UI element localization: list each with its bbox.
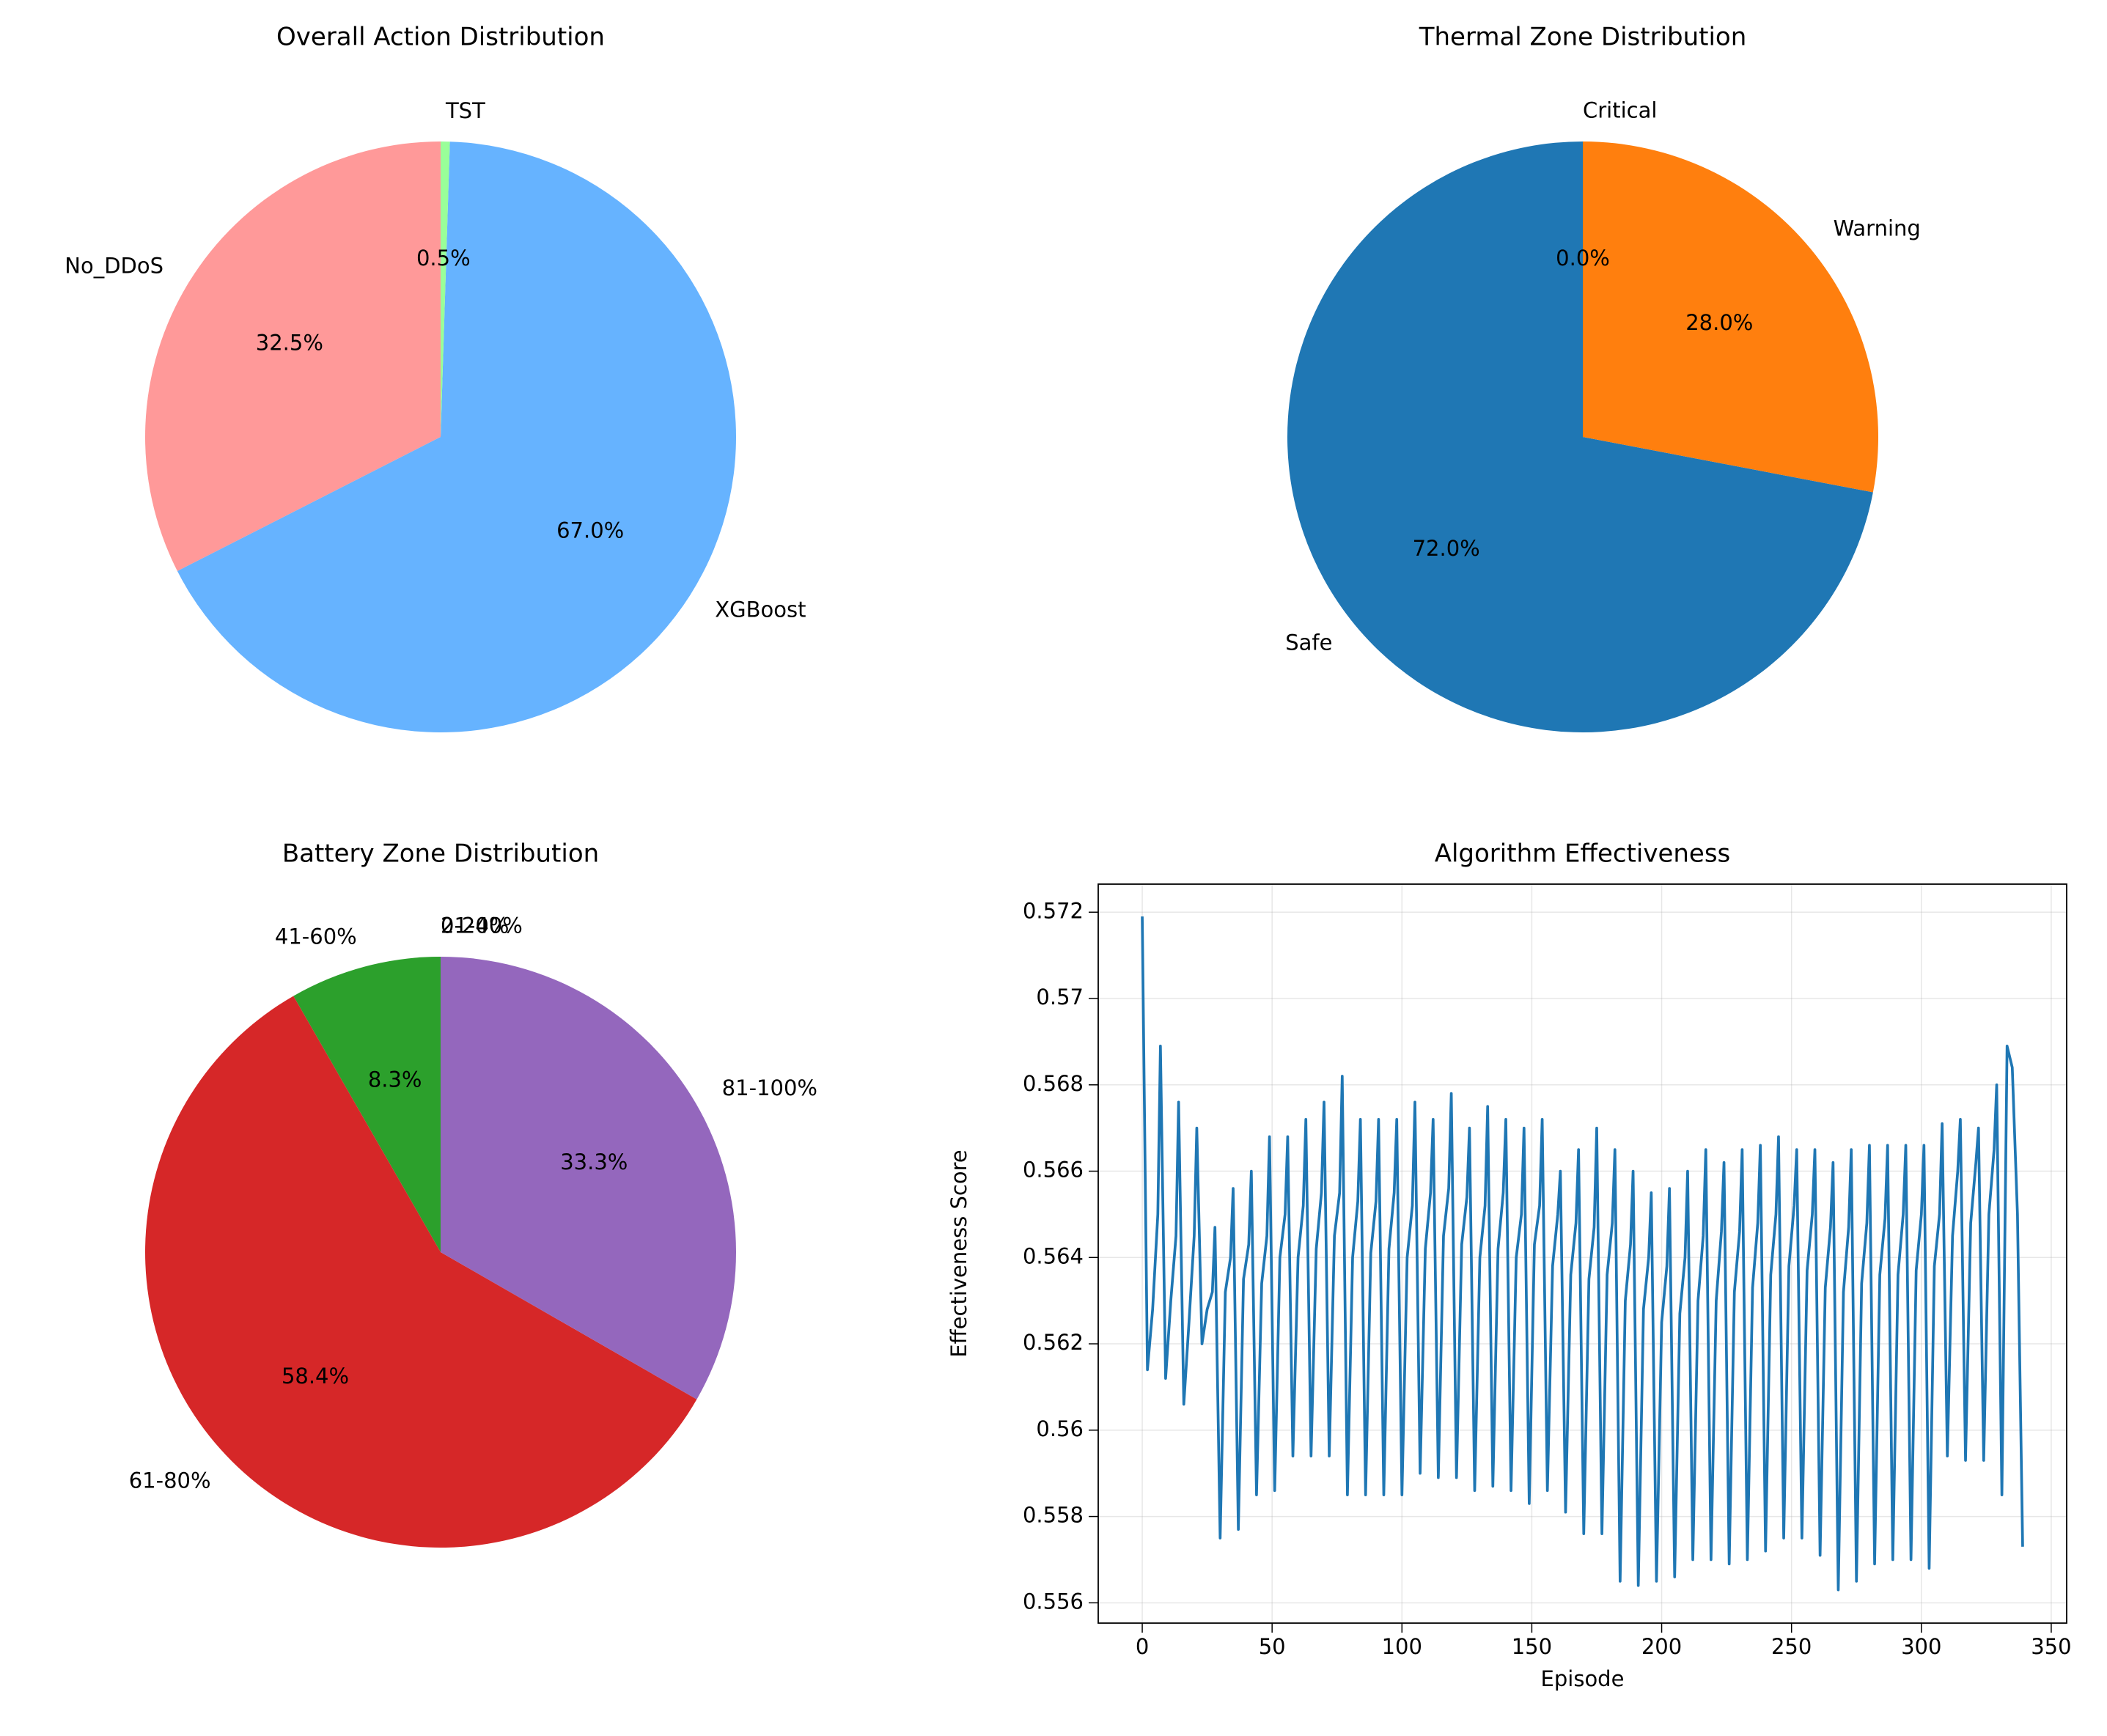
slice-label: 0-20%: [441, 913, 509, 938]
slice-label: 61-80%: [129, 1468, 211, 1493]
slice-percent: 28.0%: [1685, 310, 1753, 335]
pie-slice: [441, 956, 736, 1400]
x-tick-label: 0: [1136, 1634, 1149, 1659]
y-tick-label: 0.57: [1036, 985, 1084, 1009]
slice-percent: 72.0%: [1413, 536, 1480, 561]
y-tick-label: 0.566: [1023, 1158, 1084, 1183]
slice-label: Critical: [1583, 98, 1657, 123]
slice-label: Safe: [1285, 630, 1332, 655]
x-tick-label: 250: [1771, 1634, 1812, 1659]
y-tick-label: 0.558: [1023, 1503, 1084, 1528]
x-tick-label: 100: [1382, 1634, 1422, 1659]
y-tick-label: 0.572: [1023, 898, 1084, 923]
chart-title: Overall Action Distribution: [276, 23, 605, 52]
pie-slice: [177, 141, 736, 732]
y-tick-label: 0.564: [1023, 1243, 1084, 1268]
pie-slice: [145, 141, 441, 571]
slice-percent: 58.4%: [282, 1364, 349, 1389]
slice-label: TST: [445, 98, 485, 123]
x-tick-label: 200: [1641, 1634, 1682, 1659]
chart-title: Battery Zone Distribution: [282, 839, 599, 869]
slice-percent: 32.5%: [256, 331, 323, 356]
y-tick-label: 0.568: [1023, 1071, 1084, 1096]
pie-slice: [144, 996, 697, 1548]
slice-label: 41-60%: [275, 924, 357, 949]
y-tick-label: 0.556: [1023, 1589, 1084, 1614]
x-tick-label: 350: [2031, 1634, 2071, 1659]
slice-label: No_DDoS: [65, 253, 163, 278]
x-tick-label: 150: [1512, 1634, 1552, 1659]
x-axis-label: Episode: [1541, 1666, 1625, 1691]
slice-label: 21-40%: [441, 913, 523, 938]
y-tick-label: 0.562: [1023, 1330, 1084, 1355]
chart-title: Algorithm Effectiveness: [1435, 839, 1731, 869]
x-tick-label: 300: [1901, 1634, 1941, 1659]
y-axis-label: Effectiveness Score: [946, 1150, 971, 1357]
pie-slice: [293, 956, 441, 1252]
pie-slice: [1583, 141, 1878, 493]
slice-percent: 8.3%: [368, 1067, 422, 1092]
axes-frame: [1097, 883, 2067, 1624]
slice-percent: 0.5%: [416, 246, 471, 271]
slice-percent: 0.0%: [1556, 246, 1610, 271]
slice-percent: 33.3%: [560, 1150, 628, 1174]
slice-label: XGBoost: [715, 597, 806, 622]
pie-slice: [1287, 141, 1873, 732]
y-tick-label: 0.56: [1036, 1416, 1084, 1441]
slice-percent: 67.0%: [556, 518, 624, 543]
slice-label: Warning: [1834, 216, 1921, 240]
line: [1141, 916, 2024, 1592]
pie-slice: [441, 141, 450, 437]
slice-label: 81-100%: [722, 1075, 817, 1100]
x-tick-label: 50: [1259, 1634, 1286, 1659]
chart-title: Thermal Zone Distribution: [1419, 23, 1747, 52]
